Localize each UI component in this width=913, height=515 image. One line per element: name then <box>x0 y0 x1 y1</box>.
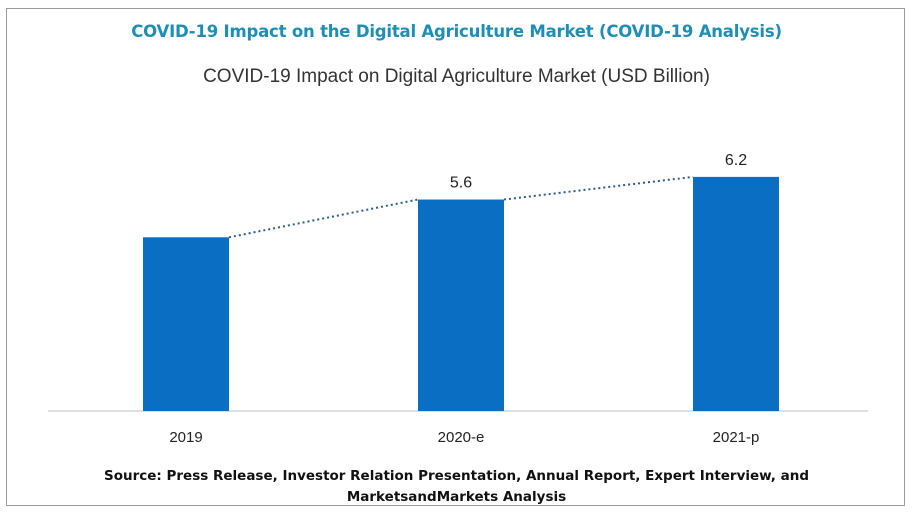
source-line-1: Source: Press Release, Investor Relation… <box>103 468 809 484</box>
trend-line-group <box>228 175 694 239</box>
chart-title: COVID-19 Impact on Digital Agriculture M… <box>203 66 710 87</box>
bars-group <box>143 176 779 411</box>
bar-2020-e <box>418 199 504 411</box>
x-tick-label: 2021-p <box>713 429 760 446</box>
data-label: 6.2 <box>725 152 747 169</box>
x-tick-label: 2019 <box>169 429 202 446</box>
bar-2019 <box>143 237 229 411</box>
trend-segment <box>503 175 694 201</box>
source-line-2: MarketsandMarkets Analysis <box>346 489 567 505</box>
x-tick-label: 2020-e <box>438 429 485 446</box>
labels-group: 2019 2020-e 5.6 2021-p 6.2 <box>169 152 759 446</box>
data-label: 5.6 <box>450 175 472 192</box>
trend-segment <box>228 198 419 239</box>
header-title: COVID-19 Impact on the Digital Agricultu… <box>131 22 782 41</box>
source-note: Source: Press Release, Investor Relation… <box>20 466 893 508</box>
bar-2021-p <box>693 176 779 411</box>
